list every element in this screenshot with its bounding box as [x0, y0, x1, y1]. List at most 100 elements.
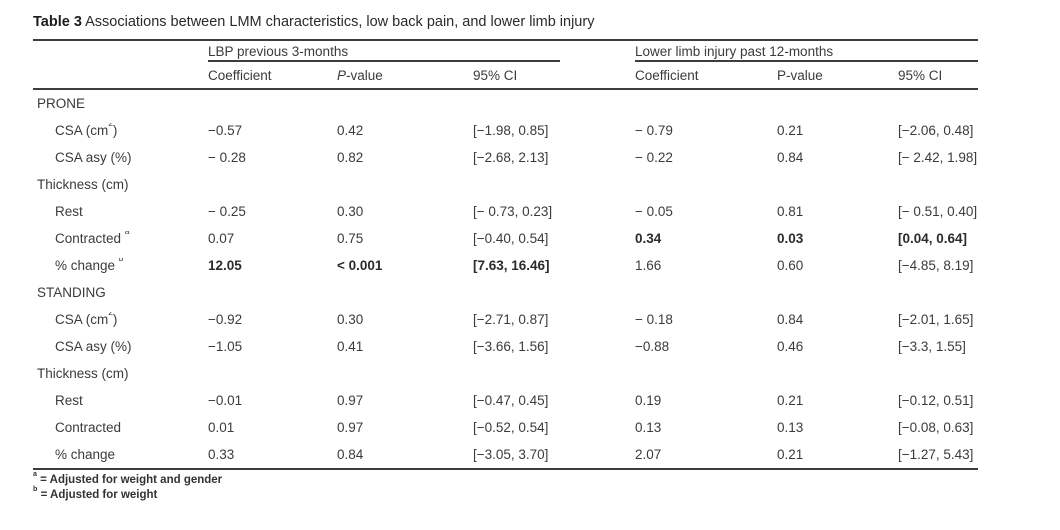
- table-row: CSA (cm2) −0.57 0.42 [−1.98, 0.85] − 0.79 0.2…: [33, 117, 978, 144]
- row-label: CSA (cm2): [55, 312, 118, 327]
- data-cell: 0.21: [777, 123, 804, 138]
- data-cell: 0.21: [777, 447, 804, 462]
- table-row: STANDING: [33, 279, 978, 306]
- row-label: Contracted a: [55, 231, 129, 246]
- data-cell: [−0.12, 0.51]: [898, 393, 974, 408]
- data-cell: [−0.52, 0.54]: [473, 420, 549, 435]
- data-cell: 0.34: [635, 231, 662, 246]
- data-cell: −1.05: [208, 339, 243, 354]
- column-header-row: Coefficient P-value 95% CI Coefficient P…: [33, 62, 978, 88]
- data-cell: − 0.18: [635, 312, 673, 327]
- data-cell: 0.75: [337, 231, 364, 246]
- table-caption: Table 3 Associations between LMM charact…: [33, 14, 978, 39]
- table-row: % change 0.33 0.84 [−3.05, 3.70] 2.07 0.21 [−1…: [33, 441, 978, 468]
- data-cell: 0.60: [777, 258, 804, 273]
- footnote-a: a = Adjusted for weight and gender: [33, 469, 978, 488]
- data-cell: − 0.05: [635, 204, 673, 219]
- data-cell: [− 0.51, 0.40]: [898, 204, 978, 219]
- data-cell: 12.05: [208, 258, 242, 273]
- table-row: PRONE: [33, 90, 978, 117]
- footnote-b-text: = Adjusted for weight: [40, 489, 158, 501]
- data-cell: 0.42: [337, 123, 364, 138]
- group-header-row: LBP previous 3-months Lower limb injury …: [33, 41, 978, 62]
- footnote-b: b = Adjusted for weight: [33, 484, 978, 503]
- table-row: CSA (cm2) −0.92 0.30 [−2.71, 0.87] − 0.18 0.8…: [33, 306, 978, 333]
- data-cell: 0.81: [777, 204, 804, 219]
- column-header-coefficient-lbp: Coefficient: [208, 67, 272, 83]
- data-cell: − 0.79: [635, 123, 673, 138]
- footnote-b-marker: b: [33, 484, 38, 493]
- table-row: CSA asy (%) − 0.28 0.82 [−2.68, 2.13] − 0.22…: [33, 144, 978, 171]
- data-cell: 0.97: [337, 393, 364, 408]
- row-label: CSA asy (%): [55, 150, 132, 165]
- data-cell: −0.01: [208, 393, 243, 408]
- row-label: PRONE: [37, 96, 86, 111]
- data-cell: [−1.27, 5.43]: [898, 447, 974, 462]
- data-cell: [−4.85, 8.19]: [898, 258, 974, 273]
- table-row: Contracted 0.01 0.97 [−0.52, 0.54] 0.13 0.13 […: [33, 414, 978, 441]
- row-label: STANDING: [37, 285, 106, 300]
- row-label: Thickness (cm): [37, 366, 129, 381]
- data-cell: 0.19: [635, 393, 662, 408]
- group-header-lli: Lower limb injury past 12-months: [635, 41, 978, 62]
- data-cell: [−0.47, 0.45]: [473, 393, 549, 408]
- data-cell: 0.84: [337, 447, 364, 462]
- data-cell: 0.41: [337, 339, 364, 354]
- data-cell: 2.07: [635, 447, 662, 462]
- data-cell: 0.13: [777, 420, 804, 435]
- group-header-spacer: [33, 41, 208, 62]
- row-label: Thickness (cm): [37, 177, 129, 192]
- data-cell: −0.88: [635, 339, 670, 354]
- data-cell: 1.66: [635, 258, 662, 273]
- row-label: Rest: [55, 393, 83, 408]
- table-row: Thickness (cm): [33, 171, 978, 198]
- footnote-a-marker: a: [33, 469, 37, 478]
- data-cell: 0.82: [337, 150, 364, 165]
- data-cell: 0.13: [635, 420, 662, 435]
- data-cell: [−2.71, 0.87]: [473, 312, 549, 327]
- table-row: CSA asy (%) −1.05 0.41 [−3.66, 1.56] −0.88 0.…: [33, 333, 978, 360]
- header-bottom-rule: [33, 88, 978, 90]
- row-label: % change b: [55, 258, 123, 273]
- data-cell: 0.33: [208, 447, 235, 462]
- table-row: Contracted a 0.07 0.75 [−0.40, 0.54] 0.34 0.0…: [33, 225, 978, 252]
- column-header-pvalue-lbp: P-value: [337, 67, 383, 83]
- column-header-coefficient-lli: Coefficient: [635, 67, 699, 83]
- group-header-lli-label: Lower limb injury past 12-months: [635, 44, 834, 59]
- data-cell: 0.84: [777, 150, 804, 165]
- table-body: PRONE CSA (cm2) −0.57 0.42 [−1.98, 0.85] − 0.…: [33, 90, 978, 468]
- data-cell: [−2.06, 0.48]: [898, 123, 974, 138]
- table-caption-text: Associations between LMM characteristics…: [85, 14, 595, 30]
- table-row: Rest − 0.25 0.30 [− 0.73, 0.23] − 0.05 0.81 [−…: [33, 198, 978, 225]
- data-cell: −0.57: [208, 123, 243, 138]
- row-label: % change: [55, 447, 116, 462]
- footnotes: a = Adjusted for weight and gender b = A…: [33, 469, 978, 503]
- data-cell: [−3.66, 1.56]: [473, 339, 549, 354]
- data-cell: [−2.01, 1.65]: [898, 312, 974, 327]
- data-cell: − 0.22: [635, 150, 673, 165]
- row-label: CSA asy (%): [55, 339, 132, 354]
- row-label: CSA (cm2): [55, 123, 118, 138]
- table-row: Thickness (cm): [33, 360, 978, 387]
- data-cell: 0.30: [337, 204, 364, 219]
- column-header-ci-lli: 95% CI: [898, 67, 943, 83]
- data-cell: 0.01: [208, 420, 235, 435]
- data-cell: 0.30: [337, 312, 364, 327]
- data-cell: [7.63, 16.46]: [473, 258, 550, 273]
- column-header-pvalue-lli: P-value: [777, 67, 823, 83]
- data-cell: 0.84: [777, 312, 804, 327]
- data-cell: [− 2.42, 1.98]: [898, 150, 978, 165]
- data-cell: [−0.08, 0.63]: [898, 420, 974, 435]
- data-cell: − 0.25: [208, 204, 246, 219]
- data-cell: < 0.001: [337, 258, 383, 273]
- data-cell: [0.04, 0.64]: [898, 231, 968, 246]
- data-cell: 0.97: [337, 420, 364, 435]
- table-row: % change b 12.05 < 0.001 [7.63, 16.46] 1.66 0…: [33, 252, 978, 279]
- data-cell: − 0.28: [208, 150, 246, 165]
- row-label: Contracted: [55, 420, 122, 435]
- group-header-lbp: LBP previous 3-months: [208, 41, 635, 62]
- table-number: Table 3: [33, 14, 82, 30]
- table-row: Rest −0.01 0.97 [−0.47, 0.45] 0.19 0.21 [−0.12…: [33, 387, 978, 414]
- group-header-lbp-label: LBP previous 3-months: [208, 44, 349, 59]
